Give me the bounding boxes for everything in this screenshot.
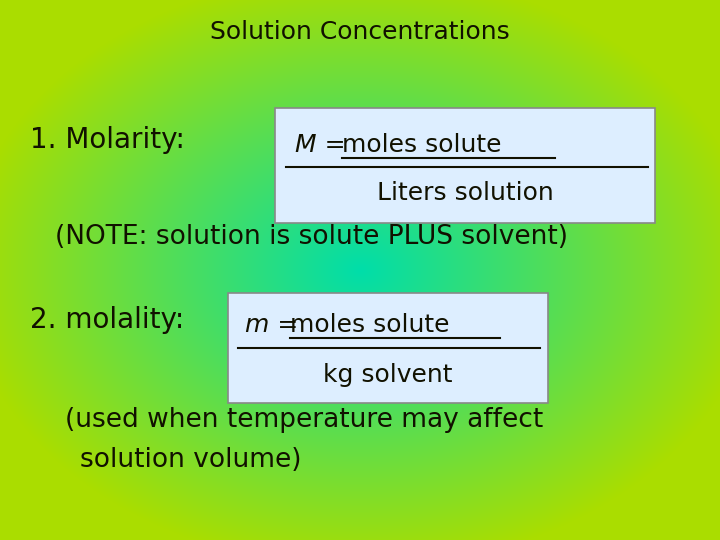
Text: 1. Molarity:: 1. Molarity: [30,126,185,154]
Text: (NOTE: solution is solute PLUS solvent): (NOTE: solution is solute PLUS solvent) [55,224,568,250]
FancyBboxPatch shape [228,293,548,403]
Text: Solution Concentrations: Solution Concentrations [210,20,510,44]
Text: solution volume): solution volume) [80,447,302,473]
Text: kg solvent: kg solvent [323,363,453,387]
FancyBboxPatch shape [275,108,655,223]
Text: m =: m = [245,313,307,337]
Text: (used when temperature may affect: (used when temperature may affect [65,407,544,433]
Text: Liters solution: Liters solution [377,181,554,205]
Text: moles solute: moles solute [342,133,502,157]
Text: M =: M = [295,133,354,157]
Text: 2. molality:: 2. molality: [30,306,184,334]
Text: moles solute: moles solute [290,313,449,337]
